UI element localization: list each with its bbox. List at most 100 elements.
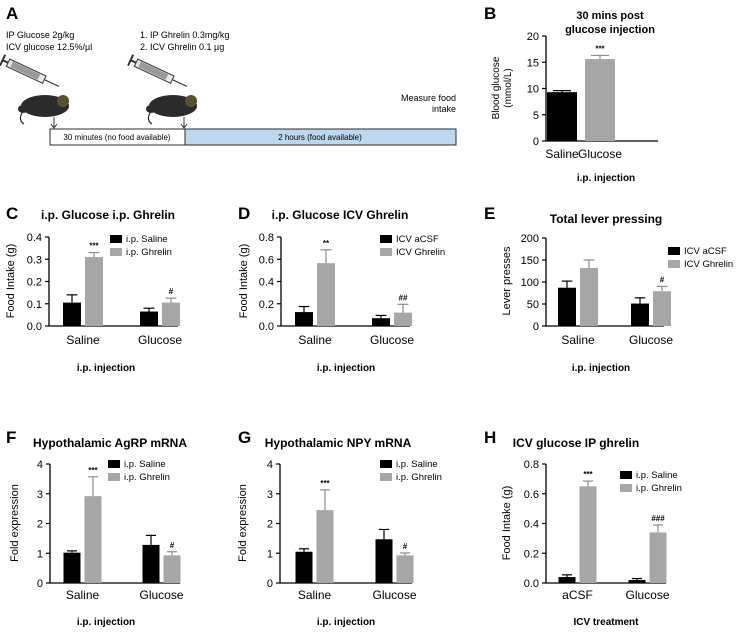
- x-tick-label: Saline: [298, 333, 332, 347]
- bar-saline-0: [295, 312, 313, 326]
- protocol-1-line-2: ICV glucose 12.5%/µl: [6, 42, 92, 52]
- panel-letter-a: A: [6, 4, 18, 23]
- significance-label: #: [169, 287, 174, 296]
- bar-glucose-0: [372, 318, 390, 326]
- protocol-2-line-2: 2. ICV Ghrelin 0.1 µg: [140, 42, 224, 52]
- panel-letter-g: G: [238, 428, 251, 447]
- bar-saline-0: [558, 287, 576, 326]
- legend-label: ICV Ghrelin: [684, 259, 733, 270]
- y-tick-label: 0.6: [259, 254, 274, 266]
- chart-title: Hypothalamic AgRP mRNA: [33, 436, 187, 450]
- significance-label: ***: [595, 44, 605, 53]
- x-tick-label: Glucose: [139, 588, 183, 602]
- y-tick-label: 0.8: [524, 459, 539, 471]
- legend-swatch: [620, 471, 632, 479]
- x-tick-label: aCSF: [562, 588, 593, 602]
- panel-letter-c: C: [6, 204, 18, 223]
- y-axis-label: Lever presses: [501, 246, 513, 316]
- legend-swatch: [668, 260, 680, 268]
- chart-title: glucose injection: [565, 24, 655, 36]
- legend-label: ICV aCSF: [684, 246, 727, 257]
- legend-label: ICV Ghrelin: [396, 247, 445, 258]
- bar-glucose: [585, 59, 615, 141]
- legend-swatch: [380, 248, 392, 256]
- legend-swatch: [110, 235, 122, 243]
- legend-swatch: [380, 473, 392, 481]
- bar-saline-0: [63, 302, 81, 326]
- y-tick-label: 0: [533, 321, 539, 333]
- syringe-mouse-2-icon: [127, 54, 197, 125]
- bar-glucose-0: [375, 539, 393, 583]
- bar-saline-0: [295, 551, 313, 583]
- bar-glucose-0: [628, 580, 646, 583]
- y-tick-label: 0.4: [524, 519, 539, 531]
- y-tick-label: 0.2: [259, 299, 274, 311]
- y-tick-label: 0.2: [524, 548, 539, 560]
- y-axis-label: Fold expression: [9, 484, 21, 562]
- bar-glucose-1: [163, 555, 181, 583]
- x-axis-label: i.p. injection: [572, 363, 630, 374]
- panel-a: A IP Glucose 2g/kg ICV glucose 12.5%/µl …: [0, 4, 457, 146]
- y-tick-label: 15: [527, 57, 539, 69]
- y-tick-label: 0.4: [27, 232, 42, 244]
- chart-title: ICV glucose IP ghrelin: [513, 436, 639, 450]
- panel-b: B 30 mins post glucose injection 0 5 10 15 20 Bl…: [484, 4, 658, 184]
- bar-glucose-1: [162, 302, 180, 326]
- y-tick-label: 5: [533, 110, 539, 122]
- bar-saline-1: [580, 267, 598, 326]
- y-tick-label: 200: [521, 233, 539, 245]
- significance-label: #: [170, 541, 175, 550]
- legend-swatch: [110, 248, 122, 256]
- panel-letter-h: H: [484, 428, 496, 447]
- significance-label: ***: [320, 479, 330, 488]
- legend-swatch: [380, 235, 392, 243]
- legend-swatch: [108, 460, 120, 468]
- chart-title: 30 mins post: [576, 10, 644, 22]
- y-tick-label: 4: [267, 459, 273, 471]
- legend-label: i.p. Saline: [126, 234, 168, 245]
- x-tick-label: Saline: [545, 147, 579, 161]
- significance-label: ###: [651, 514, 665, 523]
- bar-glucose-0: [140, 311, 158, 326]
- panel-h: H ICV glucose IP ghrelin 0.0 0.2 0.4 0.6 0.8 Fo…: [484, 428, 682, 628]
- significance-label: **: [323, 239, 330, 248]
- bar-saline: [547, 92, 577, 141]
- y-tick-label: 2: [267, 519, 273, 531]
- bar-saline-1: [316, 510, 334, 583]
- panel-e: E Total lever pressing 0 50 100 150 200 Lever p…: [484, 204, 733, 374]
- bar-saline-0: [63, 552, 81, 583]
- panel-g: G Hypothalamic NPY mRNA 0 1 2 3 4 Fold expressi…: [237, 428, 442, 628]
- panel-letter-e: E: [484, 204, 495, 223]
- chart-title: i.p. Glucose i.p. Ghrelin: [41, 208, 175, 222]
- x-tick-label: Glucose: [629, 333, 673, 347]
- y-tick-label: 10: [527, 84, 539, 96]
- x-tick-label: Saline: [66, 588, 100, 602]
- y-tick-label: 0.4: [259, 277, 274, 289]
- y-tick-label: 0.6: [524, 489, 539, 501]
- x-axis-label: i.p. injection: [77, 617, 135, 628]
- legend-label: i.p. Ghrelin: [396, 472, 442, 483]
- y-tick-label: 0.8: [259, 232, 274, 244]
- timeline-segment-1-label: 30 minutes (no food available): [63, 133, 171, 142]
- legend-label: i.p. Ghrelin: [126, 247, 172, 258]
- y-tick-label: 20: [527, 31, 539, 43]
- bar-glucose-1: [394, 312, 412, 326]
- panel-letter-d: D: [238, 204, 250, 223]
- y-tick-label: 0.2: [27, 277, 42, 289]
- y-tick-label: 0: [267, 578, 273, 590]
- syringe-mouse-1-icon: [0, 54, 69, 125]
- legend-swatch: [620, 484, 632, 492]
- x-tick-label: Saline: [66, 333, 100, 347]
- x-axis-label: ICV treatment: [573, 617, 639, 628]
- x-tick-label: Glucose: [372, 588, 416, 602]
- bar-saline-1: [85, 257, 103, 326]
- bar-glucose-1: [649, 532, 667, 583]
- significance-label: ***: [88, 466, 98, 475]
- y-tick-label: 0.0: [524, 578, 539, 590]
- y-tick-label: 2: [37, 519, 43, 531]
- panel-letter-f: F: [6, 428, 16, 447]
- legend-label: i.p. Saline: [396, 459, 438, 470]
- panel-letter-b: B: [484, 4, 496, 23]
